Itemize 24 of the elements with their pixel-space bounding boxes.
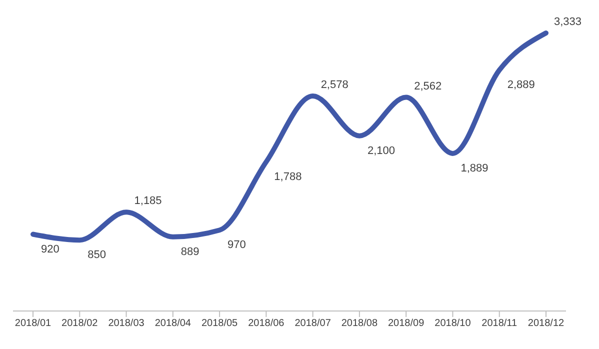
x-tick-label: 2018/06 bbox=[248, 318, 285, 330]
data-label: 2,578 bbox=[320, 78, 348, 91]
x-tick-label: 2018/02 bbox=[62, 318, 98, 330]
x-tick-label: 2018/01 bbox=[14, 318, 52, 330]
data-label: 889 bbox=[180, 246, 200, 258]
data-label: 970 bbox=[228, 239, 246, 252]
data-label: 3,333 bbox=[554, 16, 582, 28]
data-label: 1,185 bbox=[134, 195, 162, 208]
data-label: 850 bbox=[88, 249, 106, 262]
x-tick-label: 2018/03 bbox=[108, 318, 145, 330]
x-tick-label: 2018/07 bbox=[294, 318, 332, 330]
x-tick-label: 2018/11 bbox=[482, 318, 518, 330]
x-tick-label: 2018/04 bbox=[154, 318, 192, 330]
x-tick-label: 2018/12 bbox=[528, 318, 565, 330]
x-tick-label: 2018/08 bbox=[341, 318, 378, 330]
data-label: 2,100 bbox=[367, 144, 395, 157]
x-tick-label: 2018/10 bbox=[434, 318, 472, 330]
x-tick-label: 2018/05 bbox=[201, 318, 238, 330]
data-label: 2,562 bbox=[414, 80, 442, 92]
data-label: 2,889 bbox=[507, 79, 535, 92]
data-label: 1,889 bbox=[460, 162, 488, 174]
x-tick-label: 2018/09 bbox=[388, 318, 425, 330]
data-label: 920 bbox=[41, 243, 60, 256]
data-label: 1,788 bbox=[274, 170, 302, 183]
